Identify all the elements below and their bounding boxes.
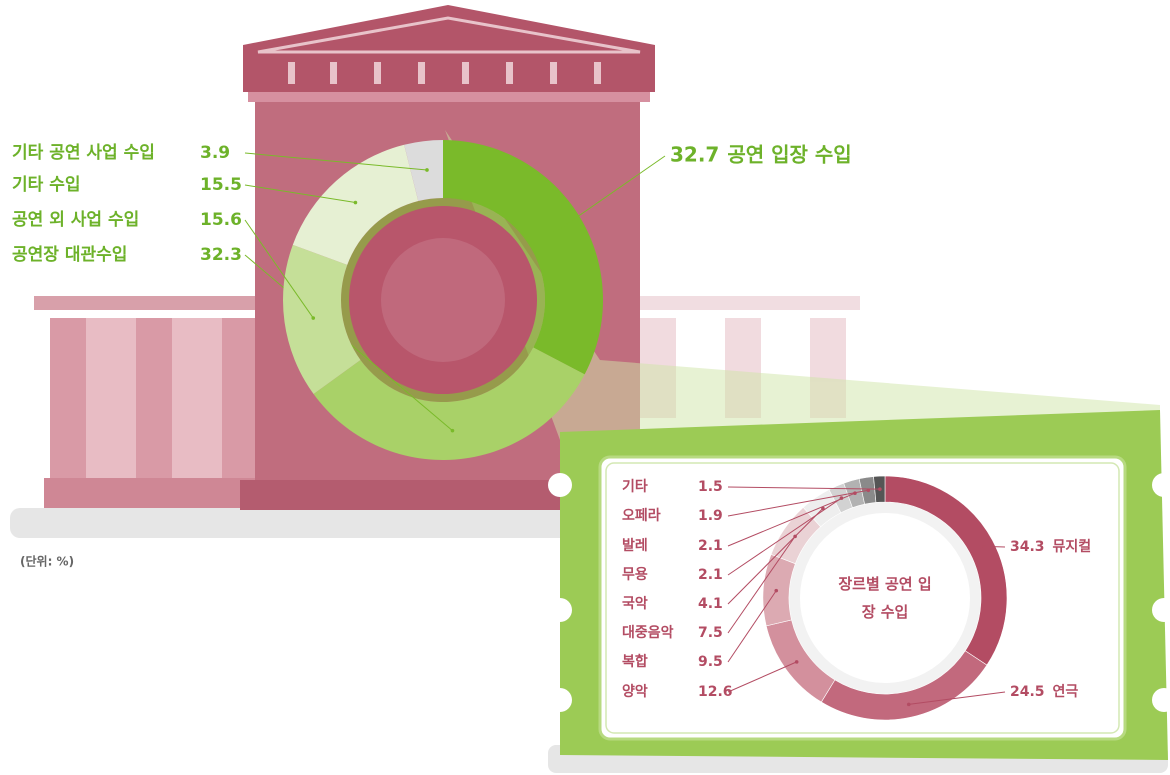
pie-slice	[443, 140, 603, 375]
center-disk	[800, 513, 970, 683]
leader-dot	[979, 544, 983, 549]
center-title: 장르별 공연 입장 수입	[838, 575, 932, 621]
leader-line	[554, 155, 666, 233]
value-label: 32.7	[670, 143, 719, 167]
value-label: 34.3	[1010, 539, 1045, 555]
leader-dot	[450, 428, 455, 433]
leader-dot	[311, 316, 316, 320]
category-label: 무용	[622, 567, 648, 583]
value-label: 15.6	[200, 210, 242, 230]
unit-note: (단위: %)	[20, 554, 74, 569]
category-label: 공연 외 사업 수입	[12, 210, 139, 230]
leader-dot	[553, 230, 557, 235]
category-label: 국악	[622, 595, 648, 612]
category-label: 기타	[622, 479, 648, 495]
leader-line	[908, 691, 1006, 705]
value-label: 9.5	[698, 654, 723, 670]
pie-slice	[313, 347, 585, 461]
leader-line	[727, 489, 869, 517]
category-label: 기타 공연 사업 수입	[12, 143, 155, 163]
category-label: 오페라	[622, 508, 661, 524]
leader-line	[244, 219, 314, 319]
leader-dot	[425, 168, 429, 172]
leader-dot	[878, 487, 882, 491]
leader-line	[727, 492, 856, 547]
value-label: 7.5	[698, 625, 723, 641]
value-label: 1.5	[698, 479, 723, 495]
category-label: 대중음악	[622, 624, 674, 641]
value-label: 2.1	[698, 567, 723, 583]
value-label: 2.1	[698, 538, 723, 554]
leader-line	[727, 486, 880, 490]
category-label: 기타 수입	[12, 175, 80, 195]
center-disk	[381, 238, 505, 362]
value-label: 15.5	[200, 175, 242, 195]
leader-line	[727, 536, 796, 634]
category-label: 연극	[1053, 684, 1079, 700]
leader-dot	[353, 200, 358, 205]
pie-slice	[292, 144, 419, 265]
category-label: 공연 입장 수입	[727, 143, 851, 167]
category-label: 발레	[622, 537, 648, 554]
leader-dot	[794, 660, 799, 664]
leader-line	[980, 545, 1006, 548]
value-label: 4.1	[698, 596, 723, 612]
value-label: 24.5	[1010, 684, 1045, 700]
leader-line	[727, 590, 777, 663]
value-label: 3.9	[200, 143, 230, 163]
value-label: 12.6	[698, 684, 733, 700]
value-label: 32.3	[200, 245, 242, 265]
value-label: 1.9	[698, 508, 723, 524]
leader-line	[727, 497, 842, 576]
category-label: 뮤지컬	[1053, 539, 1092, 555]
category-label: 복합	[622, 653, 648, 670]
leader-line	[244, 184, 356, 204]
pie-slice	[283, 244, 361, 395]
category-label: 양악	[622, 683, 648, 700]
category-label: 공연장 대관수입	[12, 245, 127, 265]
leader-line	[727, 661, 797, 693]
leader-dot	[774, 588, 779, 593]
leader-dot	[821, 506, 825, 511]
leader-dot	[906, 702, 911, 707]
leader-line	[244, 152, 428, 171]
leader-line	[727, 508, 824, 605]
pie-slice	[404, 140, 443, 202]
